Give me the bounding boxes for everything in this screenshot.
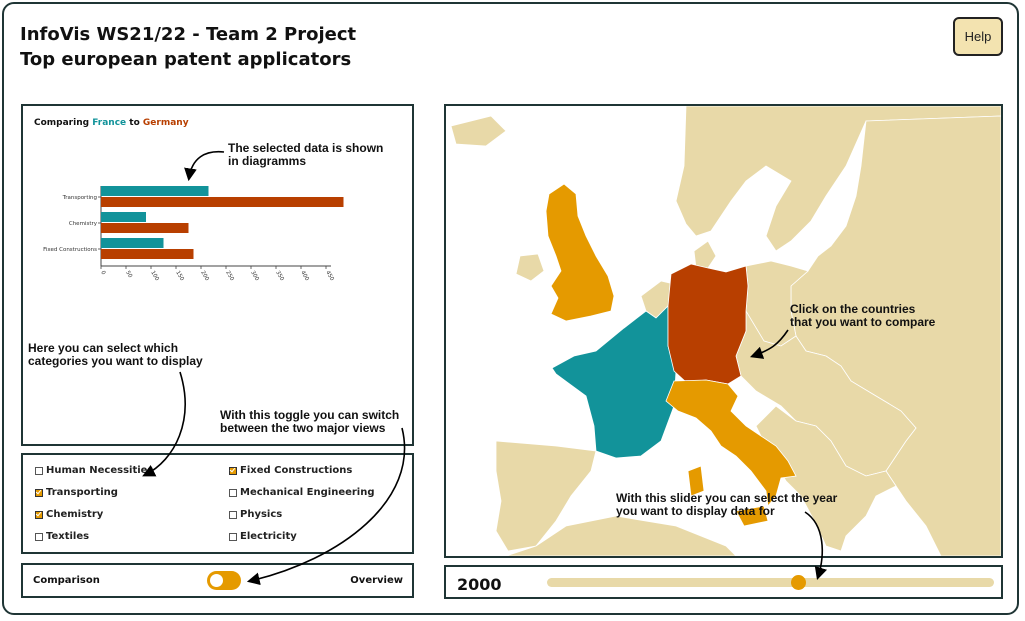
country-italy[interactable] bbox=[665, 379, 797, 507]
annotation-map: Click on the countries that you want to … bbox=[790, 302, 936, 329]
category-label: Human Necessities bbox=[46, 465, 154, 476]
bar-germany bbox=[101, 197, 344, 207]
bar-germany bbox=[101, 249, 194, 259]
x-tick-label: 100 bbox=[149, 270, 160, 283]
bar-chart: Transporting Chemistry Fixed Constructions… bbox=[43, 186, 344, 283]
country-ireland[interactable] bbox=[515, 253, 545, 282]
country-denmark[interactable] bbox=[693, 240, 717, 269]
europe-map bbox=[444, 104, 1003, 558]
checkbox-unchecked-icon[interactable] bbox=[35, 532, 43, 541]
annotation-toggle: With this toggle you can switch between … bbox=[220, 408, 400, 435]
page-subtitle: Top european patent applicators bbox=[20, 49, 352, 70]
annotation-chart: The selected data is shown in diagramms bbox=[228, 141, 384, 168]
category-panel: Human Necessities Fixed Constructions Tran… bbox=[21, 453, 414, 554]
category-label: Transporting bbox=[46, 487, 118, 498]
category-label: Mechanical Engineering bbox=[240, 487, 375, 498]
checkbox-unchecked-icon[interactable] bbox=[229, 488, 237, 497]
page-title: InfoVis WS21/22 - Team 2 Project bbox=[20, 24, 357, 45]
country-uk[interactable] bbox=[545, 183, 615, 322]
app-frame bbox=[2, 2, 1019, 615]
x-tick-label: 450 bbox=[324, 270, 335, 283]
year-slider-panel: 2000 bbox=[444, 565, 1003, 599]
checkbox-unchecked-icon[interactable] bbox=[35, 466, 43, 475]
comparison-country-a: France bbox=[92, 118, 127, 128]
category-checkbox[interactable]: Mechanical Engineering bbox=[229, 487, 375, 498]
x-tick-label: 400 bbox=[299, 270, 310, 283]
country-sardinia[interactable] bbox=[687, 465, 705, 497]
country-balkans[interactable] bbox=[755, 405, 897, 552]
year-slider-thumb[interactable] bbox=[790, 575, 806, 590]
annotation-categories: Here you can select which categories you… bbox=[28, 341, 203, 368]
country-france[interactable] bbox=[551, 305, 677, 459]
category-checkbox[interactable]: Fixed Constructions bbox=[229, 465, 352, 476]
category-tick-label: Chemistry bbox=[69, 221, 98, 227]
category-checkbox[interactable]: Textiles bbox=[35, 531, 89, 542]
category-label: Electricity bbox=[240, 531, 297, 542]
comparison-prefix: Comparing bbox=[34, 118, 93, 128]
category-tick-label: Fixed Constructions bbox=[43, 247, 97, 253]
x-tick-label: 150 bbox=[174, 270, 185, 283]
x-tick-label: 0 bbox=[99, 270, 106, 276]
overview-label: Overview bbox=[350, 575, 403, 586]
x-tick-label: 200 bbox=[199, 270, 210, 283]
view-toggle-switch[interactable] bbox=[207, 571, 241, 590]
category-checkbox[interactable]: Chemistry bbox=[35, 509, 103, 520]
checkbox-checked-icon[interactable] bbox=[35, 488, 43, 497]
x-tick-label: 50 bbox=[124, 270, 133, 279]
checkbox-checked-icon[interactable] bbox=[229, 466, 237, 475]
country-iceland[interactable] bbox=[450, 115, 507, 147]
comparison-country-b: Germany bbox=[142, 118, 189, 128]
country-germany[interactable] bbox=[667, 263, 749, 385]
annotation-slider: With this slider you can select the year… bbox=[616, 491, 838, 518]
category-checkbox[interactable]: Transporting bbox=[35, 487, 118, 498]
toggle-knob bbox=[210, 574, 223, 587]
category-label: Physics bbox=[240, 509, 283, 520]
country-norway-sweden-finland[interactable] bbox=[675, 106, 1001, 252]
comparison-title: Comparing France to Germany bbox=[34, 118, 189, 128]
x-tick-label: 250 bbox=[224, 270, 235, 283]
category-tick-label: Transporting bbox=[62, 195, 97, 201]
checkbox-checked-icon[interactable] bbox=[35, 510, 43, 519]
category-label: Fixed Constructions bbox=[240, 465, 353, 476]
category-label: Textiles bbox=[46, 531, 90, 542]
bar-france bbox=[101, 212, 146, 222]
category-checkbox[interactable]: Human Necessities bbox=[35, 465, 153, 476]
category-checkbox[interactable]: Electricity bbox=[229, 531, 297, 542]
category-checkbox[interactable]: Physics bbox=[229, 509, 282, 520]
country-north-africa[interactable] bbox=[505, 515, 737, 556]
bar-france bbox=[101, 186, 209, 196]
year-slider-track[interactable] bbox=[547, 578, 994, 587]
x-tick-label: 350 bbox=[274, 270, 285, 283]
country-iberia[interactable] bbox=[495, 440, 597, 552]
view-toggle-panel: Comparison Overview bbox=[21, 563, 414, 598]
bar-france bbox=[101, 238, 164, 248]
category-label: Chemistry bbox=[46, 509, 104, 520]
year-display: 2000 bbox=[457, 575, 502, 594]
country-sicily[interactable] bbox=[735, 505, 769, 527]
bar-germany bbox=[101, 223, 189, 233]
comparison-connector: to bbox=[126, 118, 143, 128]
help-button[interactable]: Help bbox=[953, 17, 1003, 56]
comparison-label: Comparison bbox=[33, 575, 100, 586]
x-tick-label: 300 bbox=[249, 270, 260, 283]
checkbox-unchecked-icon[interactable] bbox=[229, 510, 237, 519]
checkbox-unchecked-icon[interactable] bbox=[229, 532, 237, 541]
